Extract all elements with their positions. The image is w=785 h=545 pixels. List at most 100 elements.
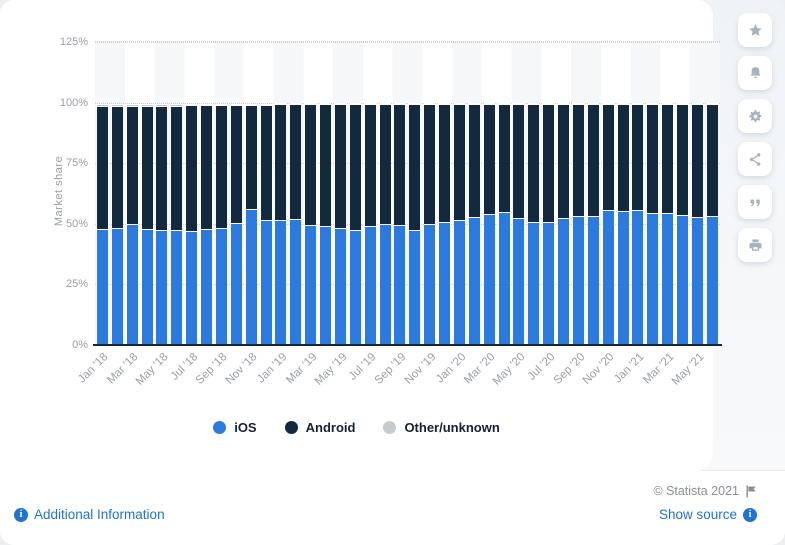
bar-segment-android[interactable] xyxy=(111,106,123,229)
bar-segment-android[interactable] xyxy=(409,104,421,231)
bar-segment-android[interactable] xyxy=(632,104,644,210)
bar-segment-other-unknown[interactable] xyxy=(572,103,584,105)
bar-segment-other-unknown[interactable] xyxy=(349,103,361,105)
bar-segment-android[interactable] xyxy=(498,104,510,213)
bar-segment-other-unknown[interactable] xyxy=(215,103,227,105)
bar-column[interactable] xyxy=(482,103,497,346)
bar-segment-other-unknown[interactable] xyxy=(260,103,272,105)
bar-segment-other-unknown[interactable] xyxy=(543,103,555,105)
bar-column[interactable] xyxy=(512,103,527,346)
bar-segment-android[interactable] xyxy=(394,104,406,225)
bar-segment-android[interactable] xyxy=(528,104,540,223)
bar-column[interactable] xyxy=(631,103,646,346)
bar-column[interactable] xyxy=(407,103,422,346)
bar-segment-android[interactable] xyxy=(513,104,525,219)
bar-segment-ios[interactable] xyxy=(424,224,436,346)
bar-segment-other-unknown[interactable] xyxy=(156,103,168,107)
bar-segment-android[interactable] xyxy=(156,106,168,230)
bar-segment-other-unknown[interactable] xyxy=(305,103,317,105)
bar-column[interactable] xyxy=(601,103,616,346)
bar-column[interactable] xyxy=(571,103,586,346)
notifications-button[interactable] xyxy=(738,56,772,90)
bar-column[interactable] xyxy=(645,103,660,346)
bar-column[interactable] xyxy=(110,103,125,346)
bar-segment-android[interactable] xyxy=(468,104,480,218)
bar-column[interactable] xyxy=(125,103,140,346)
favorite-button[interactable] xyxy=(738,13,772,47)
bar-segment-other-unknown[interactable] xyxy=(364,103,376,105)
bar-segment-ios[interactable] xyxy=(498,212,510,346)
bar-segment-ios[interactable] xyxy=(126,224,138,346)
bar-segment-android[interactable] xyxy=(230,104,242,223)
bar-segment-android[interactable] xyxy=(558,104,570,219)
bar-segment-other-unknown[interactable] xyxy=(230,103,242,105)
bar-segment-other-unknown[interactable] xyxy=(706,103,718,105)
bar-segment-android[interactable] xyxy=(424,104,436,225)
bar-column[interactable] xyxy=(690,103,705,346)
bar-segment-other-unknown[interactable] xyxy=(186,103,198,105)
bar-segment-other-unknown[interactable] xyxy=(394,103,406,105)
bar-segment-ios[interactable] xyxy=(409,230,421,346)
bar-segment-other-unknown[interactable] xyxy=(513,103,525,105)
bar-segment-ios[interactable] xyxy=(528,222,540,346)
legend-item-other[interactable]: Other/unknown xyxy=(383,420,500,435)
bar-segment-android[interactable] xyxy=(602,104,614,211)
bar-column[interactable] xyxy=(303,103,318,346)
bar-segment-ios[interactable] xyxy=(349,230,361,346)
additional-information-link[interactable]: i Additional Information xyxy=(14,507,165,522)
bar-segment-ios[interactable] xyxy=(706,215,718,346)
bar-segment-android[interactable] xyxy=(453,104,465,220)
bar-segment-android[interactable] xyxy=(662,104,674,214)
bar-segment-other-unknown[interactable] xyxy=(662,103,674,105)
bar-segment-ios[interactable] xyxy=(171,230,183,346)
bar-column[interactable] xyxy=(318,103,333,346)
bar-column[interactable] xyxy=(467,103,482,346)
show-source-link[interactable]: Show source i xyxy=(659,507,757,522)
bar-column[interactable] xyxy=(363,103,378,346)
bar-segment-other-unknown[interactable] xyxy=(275,103,287,105)
bar-segment-other-unknown[interactable] xyxy=(468,103,480,105)
bar-segment-other-unknown[interactable] xyxy=(334,103,346,105)
bar-column[interactable] xyxy=(556,103,571,346)
bar-segment-other-unknown[interactable] xyxy=(677,103,689,105)
bar-segment-other-unknown[interactable] xyxy=(141,103,153,107)
bar-column[interactable] xyxy=(184,103,199,346)
bar-segment-ios[interactable] xyxy=(513,218,525,346)
bar-segment-other-unknown[interactable] xyxy=(245,103,257,105)
bar-segment-ios[interactable] xyxy=(334,228,346,346)
bar-segment-ios[interactable] xyxy=(230,222,242,346)
bar-segment-android[interactable] xyxy=(96,106,108,230)
bar-column[interactable] xyxy=(526,103,541,346)
bar-segment-ios[interactable] xyxy=(691,216,703,346)
bar-segment-other-unknown[interactable] xyxy=(498,103,510,105)
cite-button[interactable] xyxy=(738,185,772,219)
bar-column[interactable] xyxy=(705,103,720,346)
bar-segment-android[interactable] xyxy=(275,104,287,220)
bar-column[interactable] xyxy=(393,103,408,346)
bar-column[interactable] xyxy=(95,103,110,346)
bar-column[interactable] xyxy=(497,103,512,346)
bar-column[interactable] xyxy=(616,103,631,346)
bar-segment-android[interactable] xyxy=(543,104,555,222)
bar-segment-ios[interactable] xyxy=(453,219,465,346)
legend-item-ios[interactable]: iOS xyxy=(213,420,257,435)
bar-segment-android[interactable] xyxy=(706,104,718,216)
share-button[interactable] xyxy=(738,142,772,176)
bar-segment-other-unknown[interactable] xyxy=(96,103,108,107)
bar-segment-ios[interactable] xyxy=(275,219,287,346)
bar-segment-android[interactable] xyxy=(201,104,213,229)
bar-segment-ios[interactable] xyxy=(587,216,599,346)
bar-segment-android[interactable] xyxy=(171,106,183,231)
bar-column[interactable] xyxy=(288,103,303,346)
bar-segment-ios[interactable] xyxy=(558,218,570,346)
bar-column[interactable] xyxy=(437,103,452,346)
bar-segment-android[interactable] xyxy=(141,106,153,230)
bar-segment-other-unknown[interactable] xyxy=(647,103,659,105)
bar-segment-ios[interactable] xyxy=(186,231,198,346)
bar-segment-ios[interactable] xyxy=(364,225,376,346)
bar-segment-other-unknown[interactable] xyxy=(587,103,599,105)
bar-column[interactable] xyxy=(660,103,675,346)
bar-column[interactable] xyxy=(675,103,690,346)
bar-segment-ios[interactable] xyxy=(305,224,317,346)
bar-segment-other-unknown[interactable] xyxy=(602,103,614,105)
